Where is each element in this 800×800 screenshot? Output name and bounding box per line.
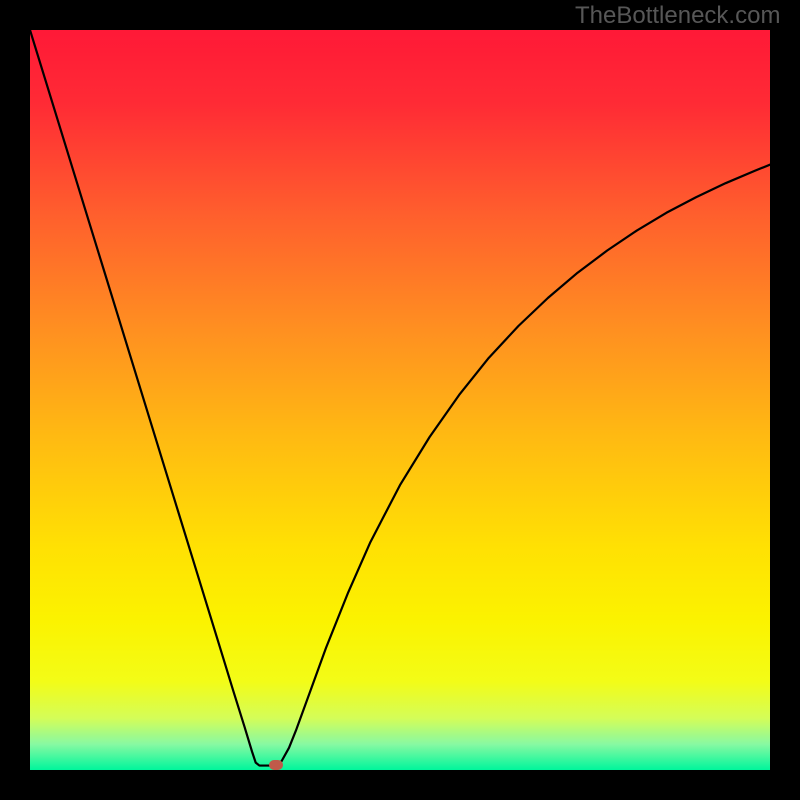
watermark-text: TheBottleneck.com bbox=[575, 2, 780, 30]
plot-area bbox=[30, 30, 770, 770]
bottleneck-curve bbox=[30, 30, 770, 770]
optimal-point-marker bbox=[269, 760, 283, 770]
